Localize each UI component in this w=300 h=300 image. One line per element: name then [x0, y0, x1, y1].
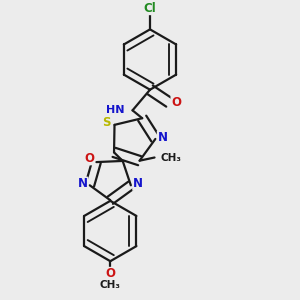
Text: O: O — [84, 152, 94, 165]
Text: HN: HN — [106, 105, 124, 116]
Text: O: O — [171, 96, 181, 109]
Text: O: O — [105, 267, 115, 280]
Text: N: N — [78, 177, 88, 190]
Text: Cl: Cl — [144, 2, 156, 15]
Text: N: N — [133, 177, 143, 190]
Text: S: S — [102, 116, 111, 129]
Text: CH₃: CH₃ — [100, 280, 121, 290]
Text: N: N — [158, 131, 167, 144]
Text: CH₃: CH₃ — [161, 152, 182, 163]
